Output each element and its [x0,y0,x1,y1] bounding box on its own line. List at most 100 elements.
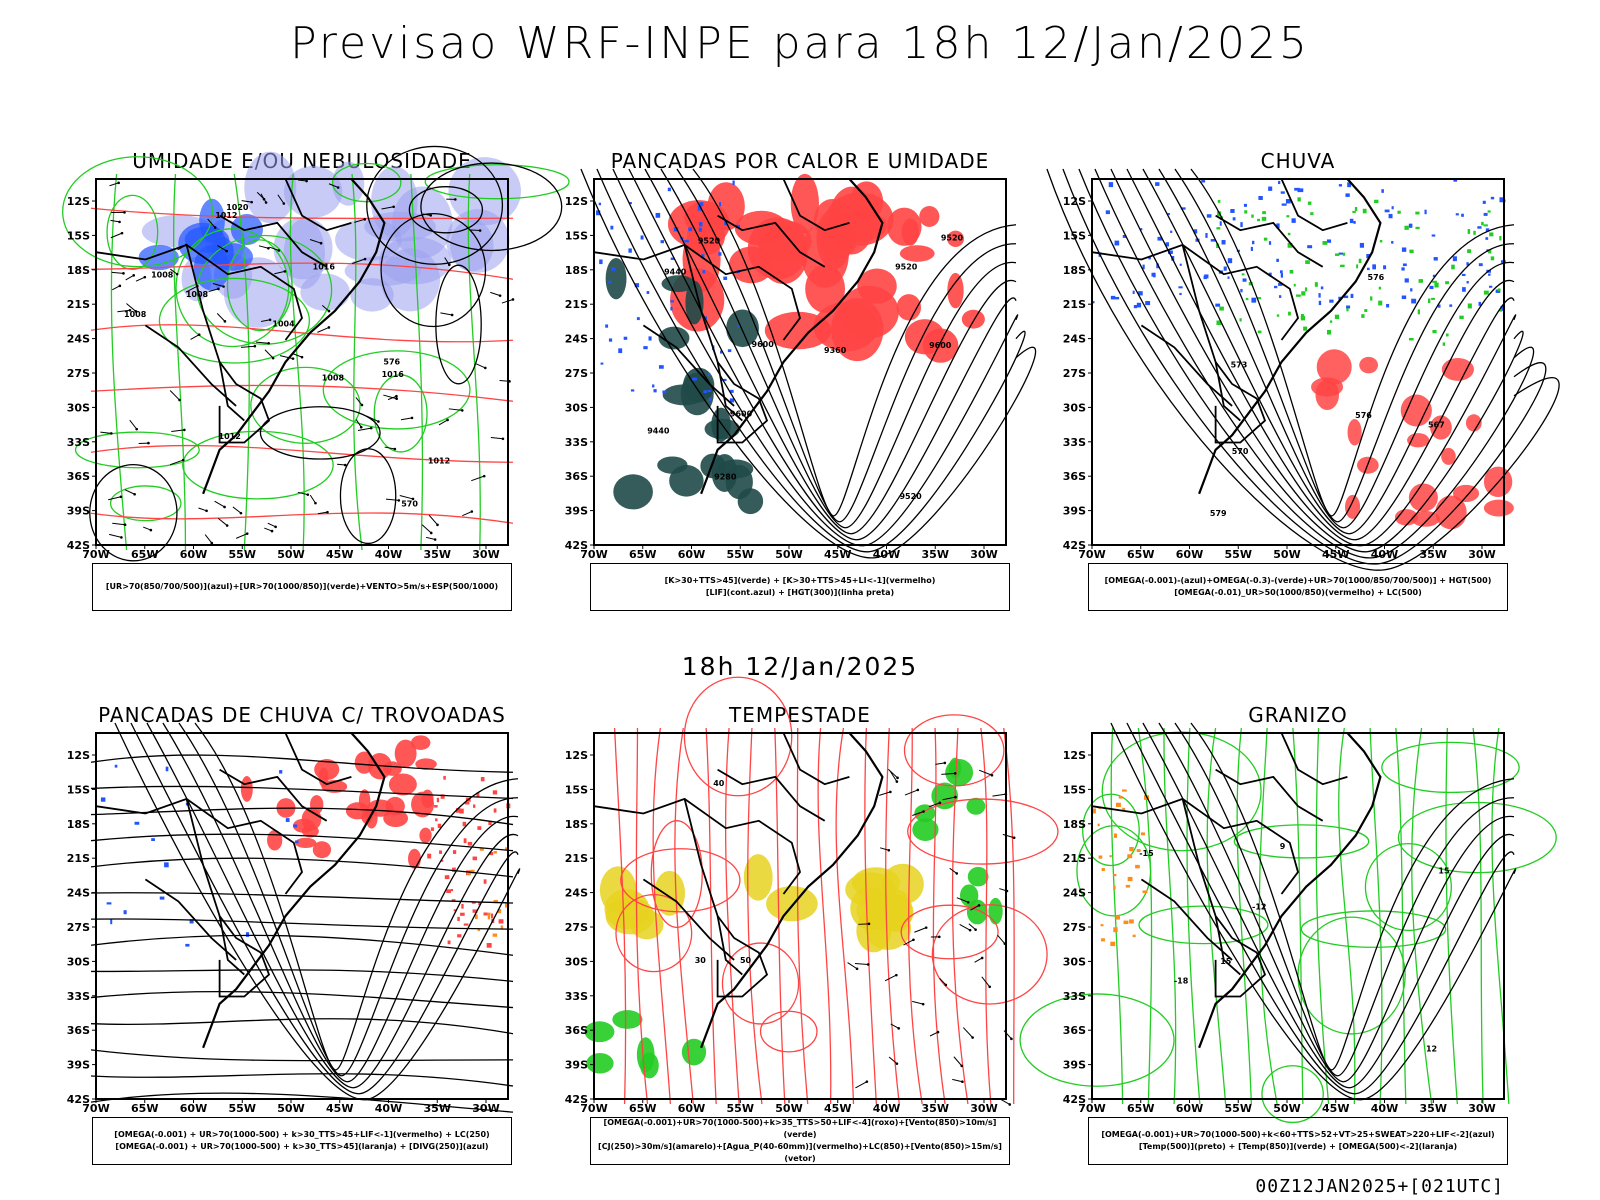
omega-weak-speck [1215,303,1221,307]
omega-500-area-speck [1132,934,1136,938]
lon-label: 70W [82,548,109,561]
omega-strong-speck [1340,264,1345,268]
omega-weak-speck [1346,305,1351,309]
divergence-area-speck [159,896,165,900]
wind-vectors-vector-head [484,366,487,370]
omega-weak-speck [1240,288,1243,293]
country-border [1214,361,1267,444]
lat-label: 12S [67,195,90,208]
precipitable-water-contours-line [747,727,763,1105]
wind-vectors-vector [357,427,372,432]
wind-vectors-vector [425,536,436,541]
thunderstorm-area-area [408,848,421,869]
thunderstorm-offshore-speck [471,901,476,904]
country-border [219,768,328,822]
wind-vectors-vector [256,191,265,200]
wind-850-vectors-vector-head [867,922,871,926]
wind-vectors-vector-head [270,529,274,533]
omega-weak-speck [1401,247,1407,252]
lat-label: 12S [565,749,588,762]
wind-vectors-vector [214,500,225,508]
omega-weak-speck [1279,270,1283,274]
pressure-contours [89,145,563,562]
temp-850-contours-line [1338,727,1356,1105]
lat-label: 42S [1063,539,1086,552]
lon-label: 50W [775,548,802,561]
omega-weak-speck [1483,212,1488,216]
moderate-storm-area-speck [474,914,478,920]
omega-weak-speck [1210,239,1216,242]
height-300-contours-line [692,168,1017,517]
offshore-storm-area-area [961,309,985,329]
strong-wind-850-area-area [967,866,989,887]
omega-500-area-speck [1129,919,1134,924]
rain-area-area [1483,499,1514,517]
omega-weak-speck [1452,256,1457,262]
wind-850-vectors-vector-head [921,1002,925,1006]
lifted-index-contours-speck [737,325,740,328]
wind-vectors-vector-head [300,355,304,359]
wind-vectors-vector-head [369,426,373,430]
omega-weak-speck [1268,186,1273,191]
omega-strong-speck [1379,240,1383,243]
temp-850-contours-line [1236,727,1252,1105]
lon-label: 30W [970,1102,997,1115]
pressure-contours-line [366,145,504,265]
lon-label: 45W [1322,548,1349,561]
wind-vectors-vector-head [306,493,310,496]
wind-850-vectors-vector-head [895,1062,899,1065]
omega-strong-speck [1301,291,1306,296]
omega-strong-speck [1487,210,1491,213]
omega-strong-speck [1300,315,1306,321]
height-300-contours-line [676,168,1017,523]
omega-weak-speck [1455,213,1459,216]
wind-vectors-vector-head [120,231,124,235]
wind-vectors-vector-head [501,437,505,441]
panel-legend: [OMEGA(-0.001)+UR>70(1000-500)+k>35_TTS>… [590,1117,1010,1165]
lon-label: 45W [824,1102,851,1115]
wind-850-vectors-vector-head [855,967,859,971]
omega-weak-speck [1353,220,1356,224]
lon-label: 45W [326,1102,353,1115]
wind-vectors-vector [355,397,363,406]
omega-weak-speck [1227,276,1230,279]
omega-strong-speck [1300,313,1304,318]
contour-label: 9520 [895,262,918,271]
omega-weak-speck [1485,237,1489,240]
wind-vectors-vector [279,355,294,360]
wind-vectors-vector [235,533,248,539]
omega-500-area-speck [1101,938,1105,942]
wind-vectors-vector-head [436,523,439,527]
omega-500-area-speck [1113,873,1117,877]
strong-wind-850-area-area [966,797,986,815]
wind-vectors-vector [110,219,120,223]
wind-vectors-vector-head [239,511,243,515]
wind-850-vectors-vector [912,811,924,816]
omega-weak-speck [1223,266,1227,271]
lat-label: 12S [1063,195,1086,208]
wind-vectors-vector-head [377,420,380,423]
country-border [683,798,743,976]
wind-850-vectors-vector-head [924,926,928,929]
temp-850-contours-line [1369,727,1383,1105]
coastline [202,178,386,495]
wind-850-vectors-vector [942,796,956,801]
wind-vectors-vector-head [134,310,138,313]
omega-weak-speck [1437,304,1441,308]
contour-label: 576 [1368,273,1385,282]
wind-vectors-vector [212,283,224,287]
lat-label: 39S [67,505,90,518]
thunderstorm-offshore-speck [460,912,465,916]
lat-label: 27S [1063,367,1086,380]
precipitable-water-contours-line [908,727,923,1105]
wind-vectors-vector-head [122,272,125,275]
lat-label: 39S [1063,505,1086,518]
wind-vectors-vector-head [460,409,464,412]
wind-vectors-vector [297,179,307,182]
omega-strong-speck [1216,243,1220,249]
country-border [782,732,850,786]
offshore-storm-area-area [947,230,965,247]
omega-weak-speck [1242,278,1247,282]
wind-vectors-vector-head [282,202,286,205]
omega-weak-speck [1243,203,1247,207]
